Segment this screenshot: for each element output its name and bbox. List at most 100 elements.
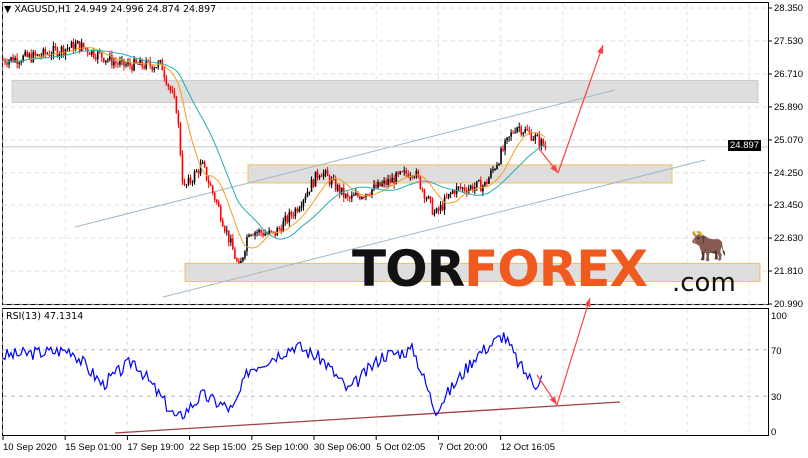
support-resistance-zone bbox=[184, 262, 761, 282]
candle-body bbox=[278, 227, 281, 229]
candle-body bbox=[536, 135, 539, 137]
candle-body bbox=[117, 63, 119, 65]
candle-body bbox=[482, 185, 484, 192]
candle-body bbox=[528, 130, 531, 132]
rsi-panel-frame bbox=[2, 308, 769, 436]
candle-body bbox=[111, 54, 113, 66]
candle-body bbox=[98, 51, 101, 53]
candle-body bbox=[435, 208, 438, 213]
time-tick-label: 10 Sep 2020 bbox=[3, 442, 57, 453]
candle-body bbox=[302, 199, 305, 207]
candle-body bbox=[447, 193, 450, 198]
price-tick-label: 21.810 bbox=[774, 266, 803, 277]
candle-body bbox=[109, 54, 111, 60]
candle-body bbox=[322, 172, 325, 177]
candle-body bbox=[141, 59, 143, 67]
candle-body bbox=[518, 126, 520, 128]
candle-body bbox=[246, 236, 248, 252]
candle-body bbox=[211, 185, 214, 193]
candle-body bbox=[417, 171, 420, 177]
candle-body bbox=[363, 196, 365, 198]
candle-body bbox=[419, 176, 422, 189]
main-panel-frame bbox=[2, 2, 769, 305]
candle-body bbox=[405, 170, 408, 174]
candle-body bbox=[544, 145, 547, 148]
candle-body bbox=[226, 230, 228, 232]
candle-body bbox=[288, 211, 291, 223]
candle-body bbox=[56, 48, 59, 57]
candle-body bbox=[349, 196, 351, 199]
rsi-tick-label: 100 bbox=[771, 311, 787, 322]
price-tick-label: 26.710 bbox=[774, 69, 803, 80]
candle-body bbox=[244, 251, 246, 258]
candle-body bbox=[177, 112, 180, 124]
candle-body bbox=[173, 91, 176, 97]
candle-body bbox=[357, 193, 359, 197]
candle-body bbox=[165, 77, 168, 85]
candle-body bbox=[425, 198, 428, 200]
candle-body bbox=[344, 194, 347, 198]
candle-body bbox=[540, 139, 543, 147]
rsi-arrow-up-head bbox=[584, 298, 591, 307]
candle-body bbox=[286, 215, 289, 223]
candle-body bbox=[234, 249, 236, 259]
price-tick-label: 25.070 bbox=[774, 135, 803, 146]
candle-body bbox=[431, 199, 434, 215]
open-value: 24.949 bbox=[74, 4, 108, 15]
candle-body bbox=[209, 183, 212, 186]
candle-body bbox=[181, 154, 184, 182]
candle-body bbox=[397, 172, 399, 174]
candle-body bbox=[26, 51, 28, 57]
candle-body bbox=[270, 230, 272, 232]
candle-body bbox=[411, 176, 414, 178]
candle-body bbox=[377, 181, 379, 188]
candle-body bbox=[439, 204, 442, 211]
candle-body bbox=[530, 131, 533, 141]
time-tick-label: 12 Oct 16:05 bbox=[501, 442, 555, 453]
candle-body bbox=[221, 220, 224, 227]
bull-icon: 🐂 bbox=[690, 229, 728, 264]
candle-body bbox=[304, 196, 307, 200]
time-tick-label: 15 Sep 01:00 bbox=[65, 442, 122, 453]
candle-body bbox=[314, 171, 317, 187]
candle-body bbox=[135, 59, 137, 63]
candle-body bbox=[88, 52, 91, 55]
candle-body bbox=[421, 188, 424, 190]
candle-body bbox=[308, 191, 311, 193]
candle-body bbox=[415, 171, 418, 177]
candle-body bbox=[504, 140, 506, 151]
candle-body bbox=[260, 229, 262, 233]
dropdown-triangle-icon[interactable]: ▼ bbox=[4, 4, 12, 15]
candle-body bbox=[207, 179, 210, 184]
candle-body bbox=[84, 47, 87, 49]
candle-body bbox=[486, 181, 488, 184]
candle-body bbox=[264, 233, 266, 236]
candle-body bbox=[480, 180, 482, 192]
candle-body bbox=[451, 190, 454, 194]
candle-body bbox=[324, 170, 327, 173]
candle-body bbox=[294, 208, 297, 217]
support-resistance-zone bbox=[11, 79, 759, 104]
forecast-arrow-up-head bbox=[597, 45, 604, 54]
candle-body bbox=[375, 184, 377, 188]
candle-body bbox=[353, 195, 355, 197]
candle-body bbox=[20, 61, 22, 63]
candle-body bbox=[179, 123, 182, 155]
candle-body bbox=[256, 232, 258, 234]
support-resistance-zone bbox=[247, 164, 673, 184]
candle-body bbox=[254, 232, 256, 236]
candle-body bbox=[393, 177, 395, 185]
candle-body bbox=[516, 127, 518, 132]
candle-body bbox=[520, 126, 522, 135]
rsi-tick-label: 30 bbox=[771, 392, 782, 403]
rsi-line bbox=[2, 332, 543, 420]
candle-body bbox=[441, 204, 444, 211]
candle-body bbox=[12, 57, 14, 63]
candle-body bbox=[68, 47, 71, 49]
candle-body bbox=[542, 139, 545, 146]
candle-body bbox=[467, 188, 470, 193]
candle-body bbox=[471, 185, 474, 191]
price-tick-label: 20.990 bbox=[774, 299, 803, 310]
